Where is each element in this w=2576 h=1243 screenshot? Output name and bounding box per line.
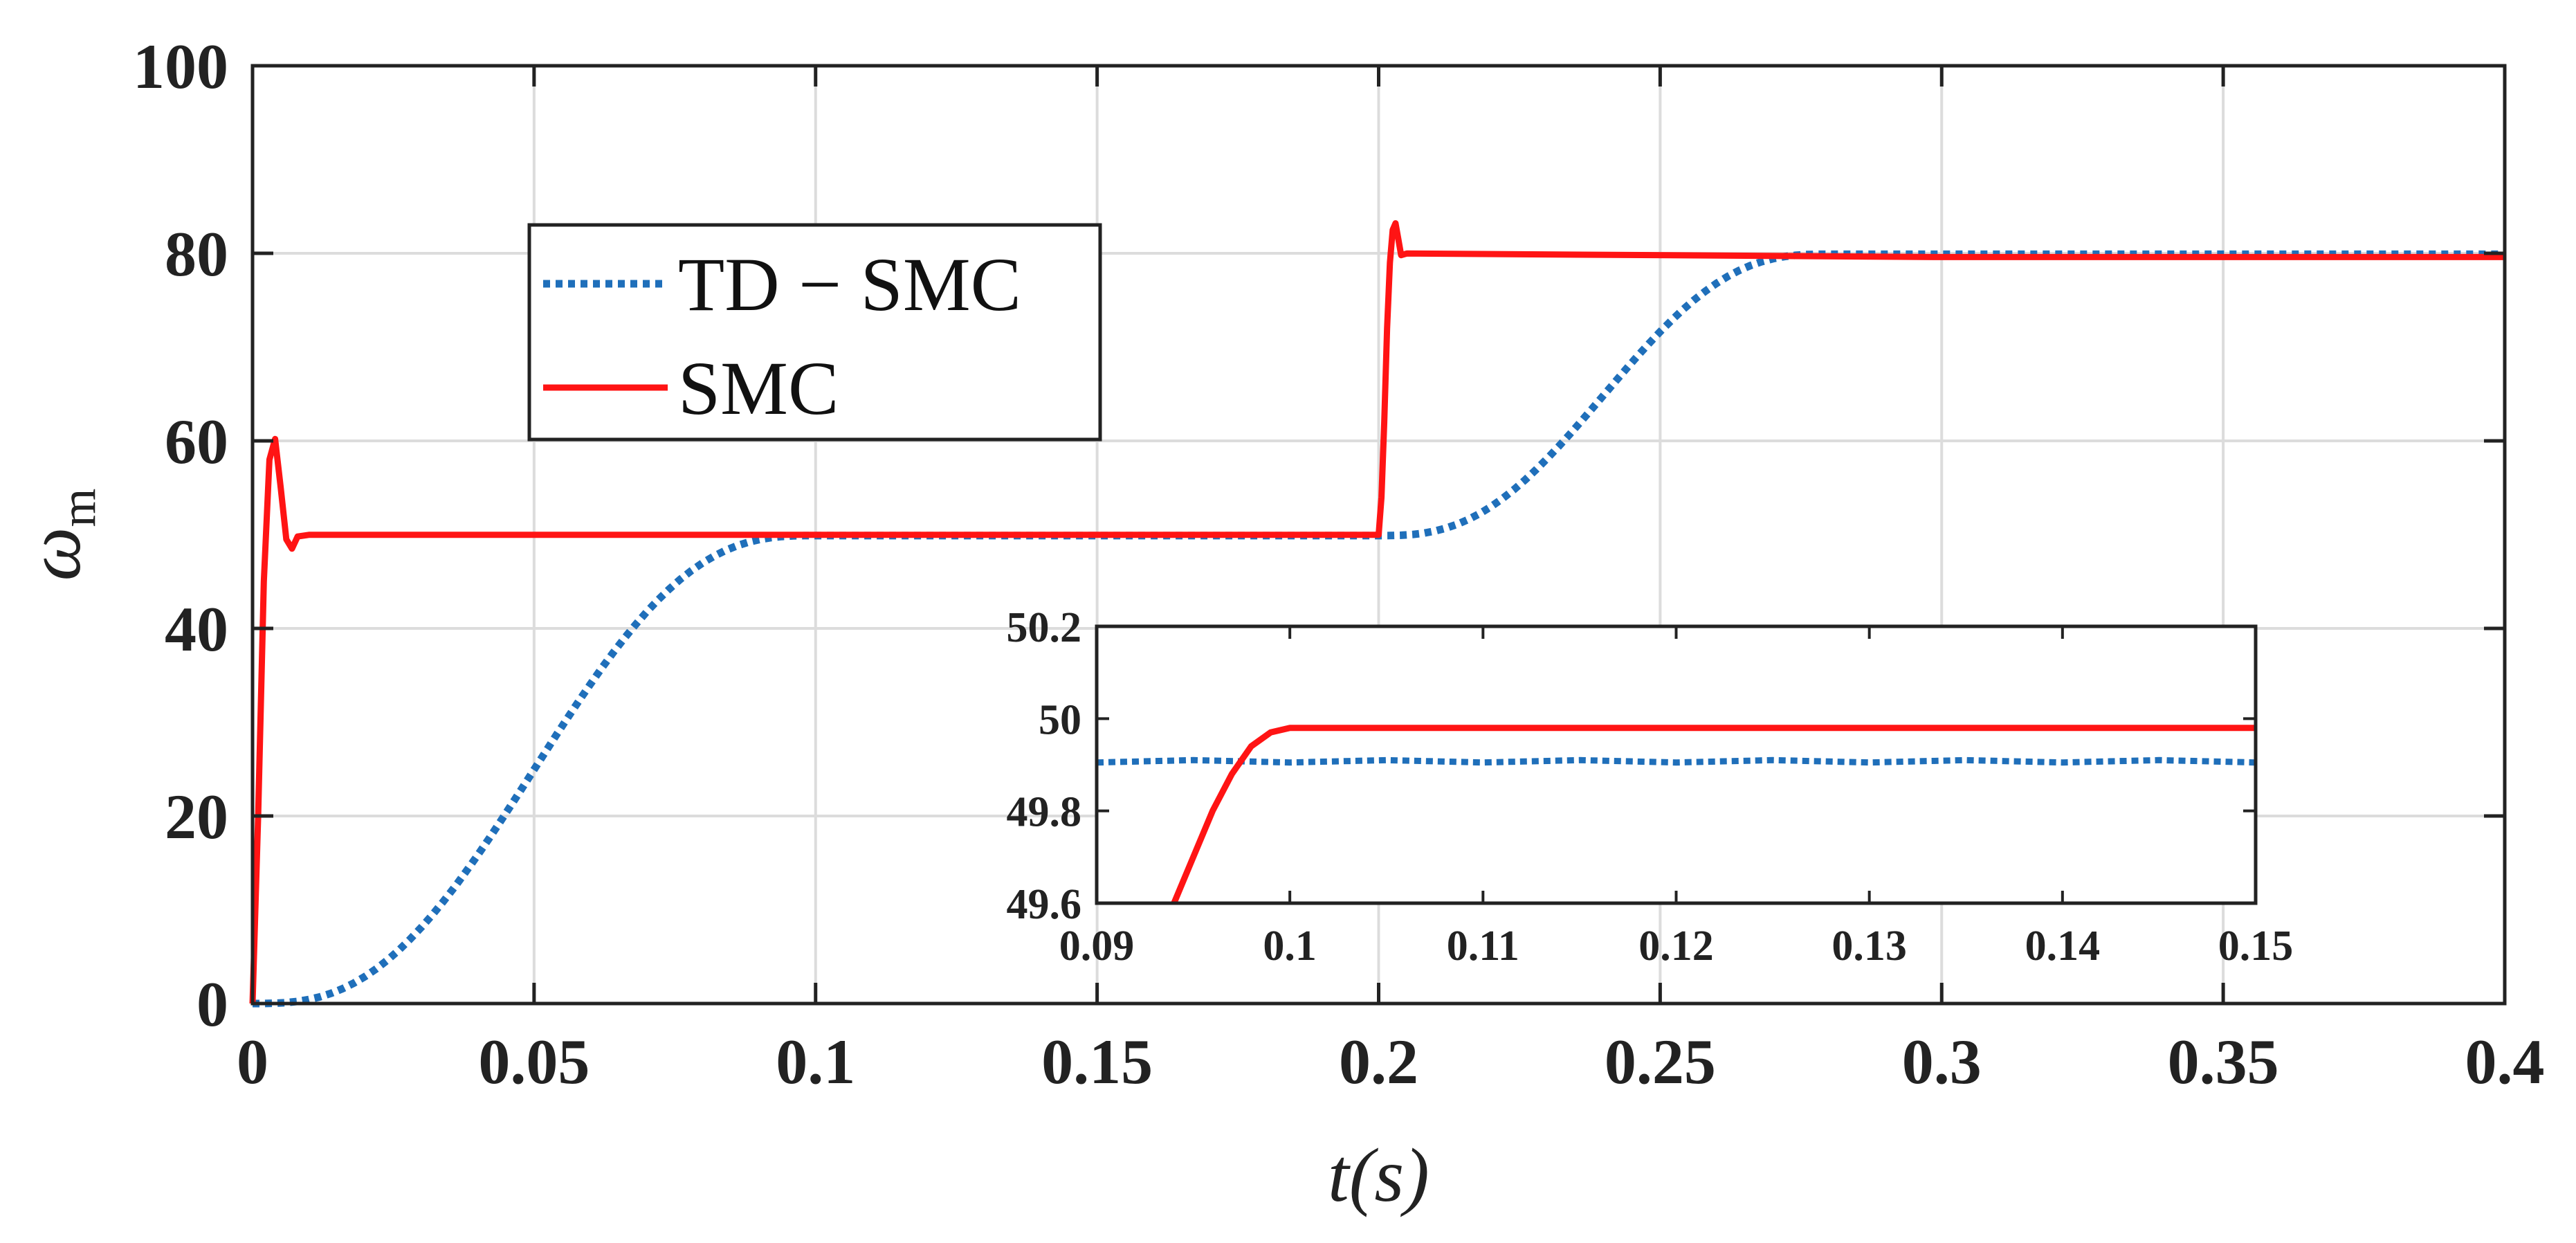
x-tick-label: 0.3	[1902, 1026, 1982, 1097]
x-tick-label: 0.05	[478, 1026, 590, 1097]
legend-label: SMC	[678, 346, 839, 430]
x-tick-label: 0.2	[1339, 1026, 1418, 1097]
inset-x-tick-label: 0.13	[1831, 923, 1907, 970]
y-tick-label: 80	[165, 219, 228, 289]
inset-y-tick-label: 50	[1039, 696, 1081, 743]
x-tick-label: 0.35	[2168, 1026, 2279, 1097]
y-tick-label: 20	[165, 781, 228, 852]
series-line-smc	[249, 220, 2505, 1004]
x-tick-label: 0.4	[2465, 1026, 2545, 1097]
inset-x-tick-label: 0.09	[1059, 923, 1135, 970]
inset-plot-area: 0.09 0.1 0.11 0.12 0.13 0.14 0.15 49.6 49.8 50 50.…	[1007, 604, 2294, 970]
inset-y-tick-label: 49.8	[1007, 789, 1082, 836]
inset-x-tick-label: 0.15	[2218, 923, 2294, 970]
legend-label: TD − SMC	[678, 242, 1021, 327]
y-tick-label: 100	[133, 31, 228, 102]
inset-x-tick-label: 0.12	[1638, 923, 1714, 970]
legend: TD − SMC SMC	[527, 223, 1102, 442]
x-axis-title: t(s)	[1328, 1133, 1429, 1217]
legend-box	[527, 223, 1102, 442]
inset-x-tick-label: 0.1	[1263, 923, 1317, 970]
inset-series-smc	[1171, 725, 2256, 905]
inset-x-tick-label: 0.14	[2025, 923, 2101, 970]
x-tick-label: 0	[237, 1026, 268, 1097]
y-tick-label: 40	[165, 594, 228, 664]
svg-text:ωm: ωm	[12, 489, 106, 581]
y-tick-label: 60	[165, 406, 228, 477]
inset-series-td-smc	[1096, 756, 2256, 766]
x-tick-label: 0.1	[776, 1026, 855, 1097]
inset-y-tick-label: 49.6	[1007, 881, 1082, 928]
inset-x-tick-label: 0.11	[1447, 923, 1519, 970]
x-tick-label: 0.15	[1041, 1026, 1153, 1097]
y-axis-title: ωm	[12, 489, 106, 581]
inset-y-tick-label: 50.2	[1007, 604, 1082, 651]
x-tick-label: 0.25	[1605, 1026, 1716, 1097]
y-tick-label: 0	[197, 969, 228, 1040]
